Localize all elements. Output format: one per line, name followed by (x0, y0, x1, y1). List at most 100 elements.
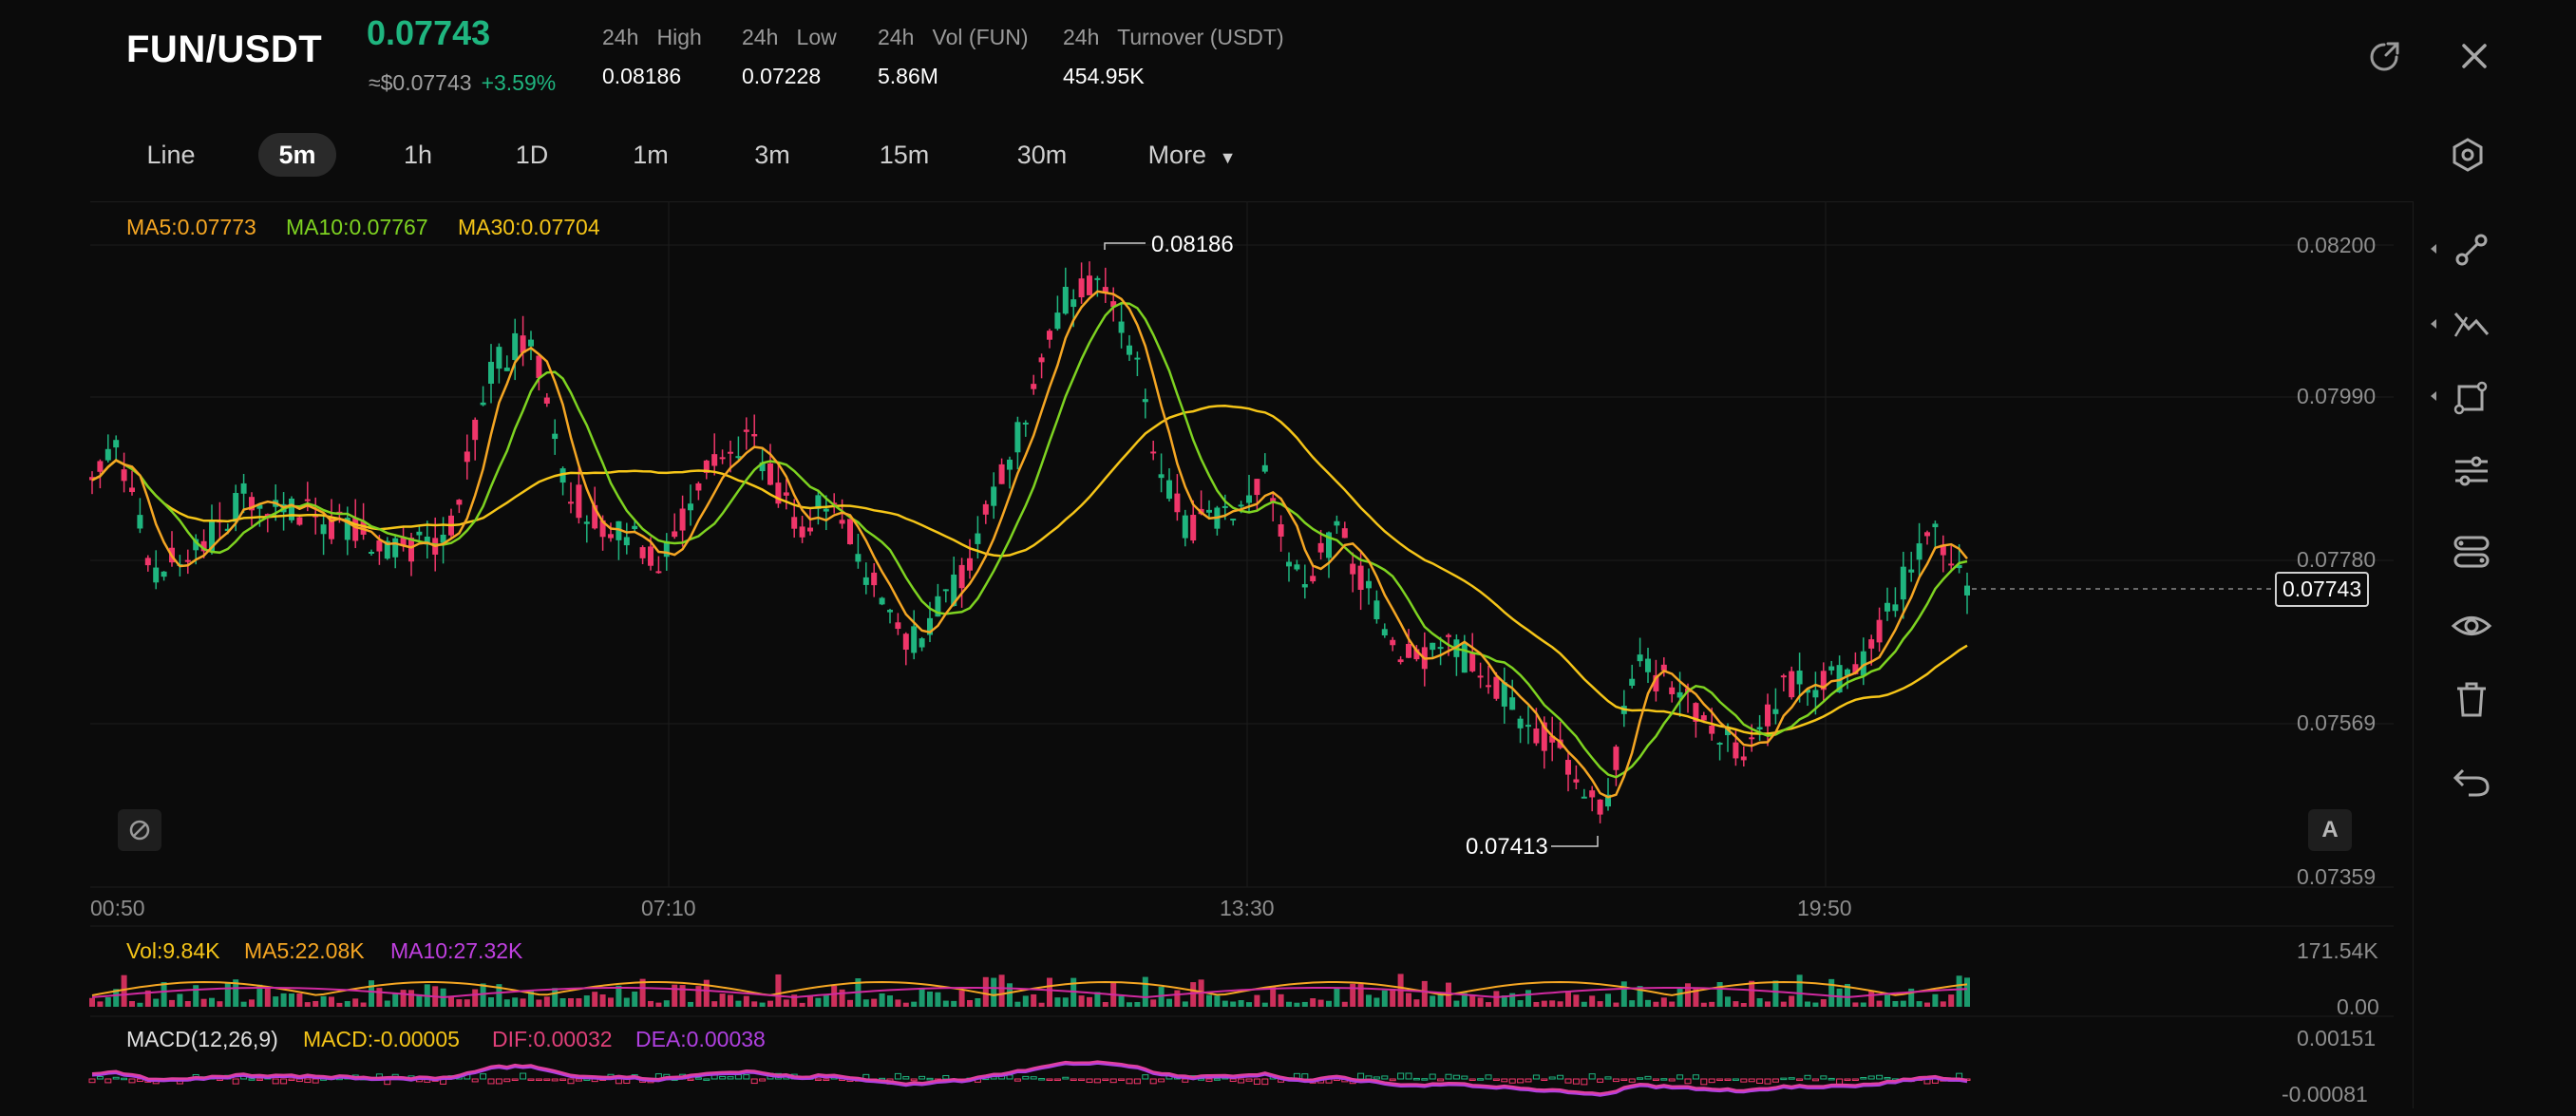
candle-body (1717, 743, 1723, 745)
volume-bar (1390, 989, 1395, 1007)
auto-scale-button[interactable]: A (2308, 809, 2352, 851)
candle-body (1166, 481, 1172, 500)
volume-bar (1493, 991, 1499, 1007)
candle-body (153, 568, 159, 583)
time-axis-label: 00:50 (90, 896, 145, 921)
candle-body (767, 463, 773, 485)
macd-bar (1582, 1079, 1587, 1085)
volume-bar (863, 999, 869, 1007)
candle-body (840, 520, 845, 523)
candle-body (648, 546, 653, 565)
macd-bar (536, 1079, 541, 1081)
candle-body (1573, 779, 1579, 782)
candle-body (744, 429, 749, 431)
candle-body (296, 518, 302, 525)
volume-bar (1757, 998, 1763, 1007)
volume-bar (1558, 1001, 1563, 1007)
macd-bar (1422, 1079, 1428, 1081)
volume-bar (1230, 1002, 1236, 1007)
undo-icon[interactable] (2448, 757, 2495, 804)
candle-body (161, 572, 167, 577)
expand-left-icon[interactable] (2429, 318, 2438, 330)
candle-body (1924, 532, 1930, 536)
macd-axis-min: -0.00081 (2282, 1082, 2368, 1107)
candle-body (1589, 790, 1595, 797)
drawing-tool-icon (118, 809, 161, 851)
candle-body (97, 461, 103, 471)
macd-bar (1877, 1075, 1883, 1079)
volume-bar (1861, 1003, 1866, 1007)
macd-bar (1661, 1079, 1667, 1081)
volume-bar (1685, 983, 1691, 1007)
candle-body (1469, 653, 1475, 671)
visibility-icon[interactable] (2448, 602, 2495, 650)
trash-icon[interactable] (2448, 675, 2495, 723)
candle-body (1877, 620, 1883, 643)
macd-bar (249, 1079, 255, 1081)
volume-bar (1254, 995, 1260, 1007)
volume-ma10-legend: MA10:27.32K (390, 938, 522, 964)
volume-bar (456, 999, 462, 1007)
indicator-settings-icon[interactable] (2448, 446, 2495, 494)
macd-bar (1023, 1076, 1029, 1079)
candle-body (1781, 675, 1787, 677)
macd-bar (1573, 1079, 1579, 1084)
volume-bar (1039, 1003, 1045, 1007)
volume-ma5-legend: MA5:22.08K (244, 938, 365, 964)
candle-body (1749, 737, 1754, 739)
volume-bar (89, 998, 95, 1007)
time-axis-label: 19:50 (1797, 896, 1852, 921)
volume-bar (744, 996, 749, 1007)
volume-bar (1134, 1002, 1140, 1007)
candle-body (1127, 346, 1132, 355)
volume-bar (720, 993, 726, 1007)
candle-body (1438, 647, 1444, 649)
volume-bar (784, 999, 789, 1007)
polyline-tool-icon[interactable] (2448, 300, 2495, 348)
volume-bar (1286, 1002, 1292, 1007)
volume-bar (951, 1001, 957, 1007)
macd-bar (1502, 1079, 1507, 1082)
macd-bar (1558, 1075, 1563, 1079)
volume-bar (1318, 1000, 1324, 1007)
high-marker-leader (1105, 243, 1146, 250)
volume-bar (903, 1003, 909, 1007)
volume-bar (1103, 1002, 1108, 1007)
macd-bar (1254, 1079, 1260, 1084)
volume-bar (728, 994, 733, 1007)
volume-bar (401, 990, 407, 1007)
volume-bar (560, 998, 566, 1007)
macd-bar (313, 1079, 318, 1083)
volume-bar (1246, 1002, 1252, 1007)
low-marker-leader (1551, 836, 1598, 846)
expand-left-icon[interactable] (2429, 390, 2438, 402)
volume-bar (1669, 1002, 1675, 1007)
volume-bar (1183, 1001, 1188, 1007)
volume-bar (376, 988, 382, 1007)
macd-bar (122, 1078, 127, 1080)
drawing-mode-button[interactable] (118, 809, 161, 851)
macd-bar (1565, 1079, 1571, 1083)
volume-bar (281, 993, 287, 1007)
candle-body (1828, 667, 1834, 671)
volume-bar (1885, 995, 1890, 1007)
candle-body (376, 540, 382, 552)
candle-body (1119, 322, 1125, 333)
macd-bar (1413, 1078, 1419, 1080)
macd-bar (1110, 1079, 1116, 1083)
macd-bar (1373, 1077, 1379, 1079)
candle-body (1797, 671, 1803, 684)
volume-bar (1087, 997, 1092, 1007)
shape-tool-icon[interactable] (2448, 373, 2495, 421)
volume-bar (329, 996, 334, 1007)
template-icon[interactable] (2448, 528, 2495, 576)
candle-body (695, 483, 701, 490)
line-tool-icon[interactable] (2448, 226, 2495, 274)
macd-bar (1430, 1074, 1435, 1079)
expand-left-icon[interactable] (2429, 243, 2438, 255)
volume-bar (1438, 993, 1444, 1007)
macd-bar (1014, 1079, 1020, 1081)
volume-bar (983, 977, 989, 1007)
macd-bar (1885, 1077, 1890, 1079)
